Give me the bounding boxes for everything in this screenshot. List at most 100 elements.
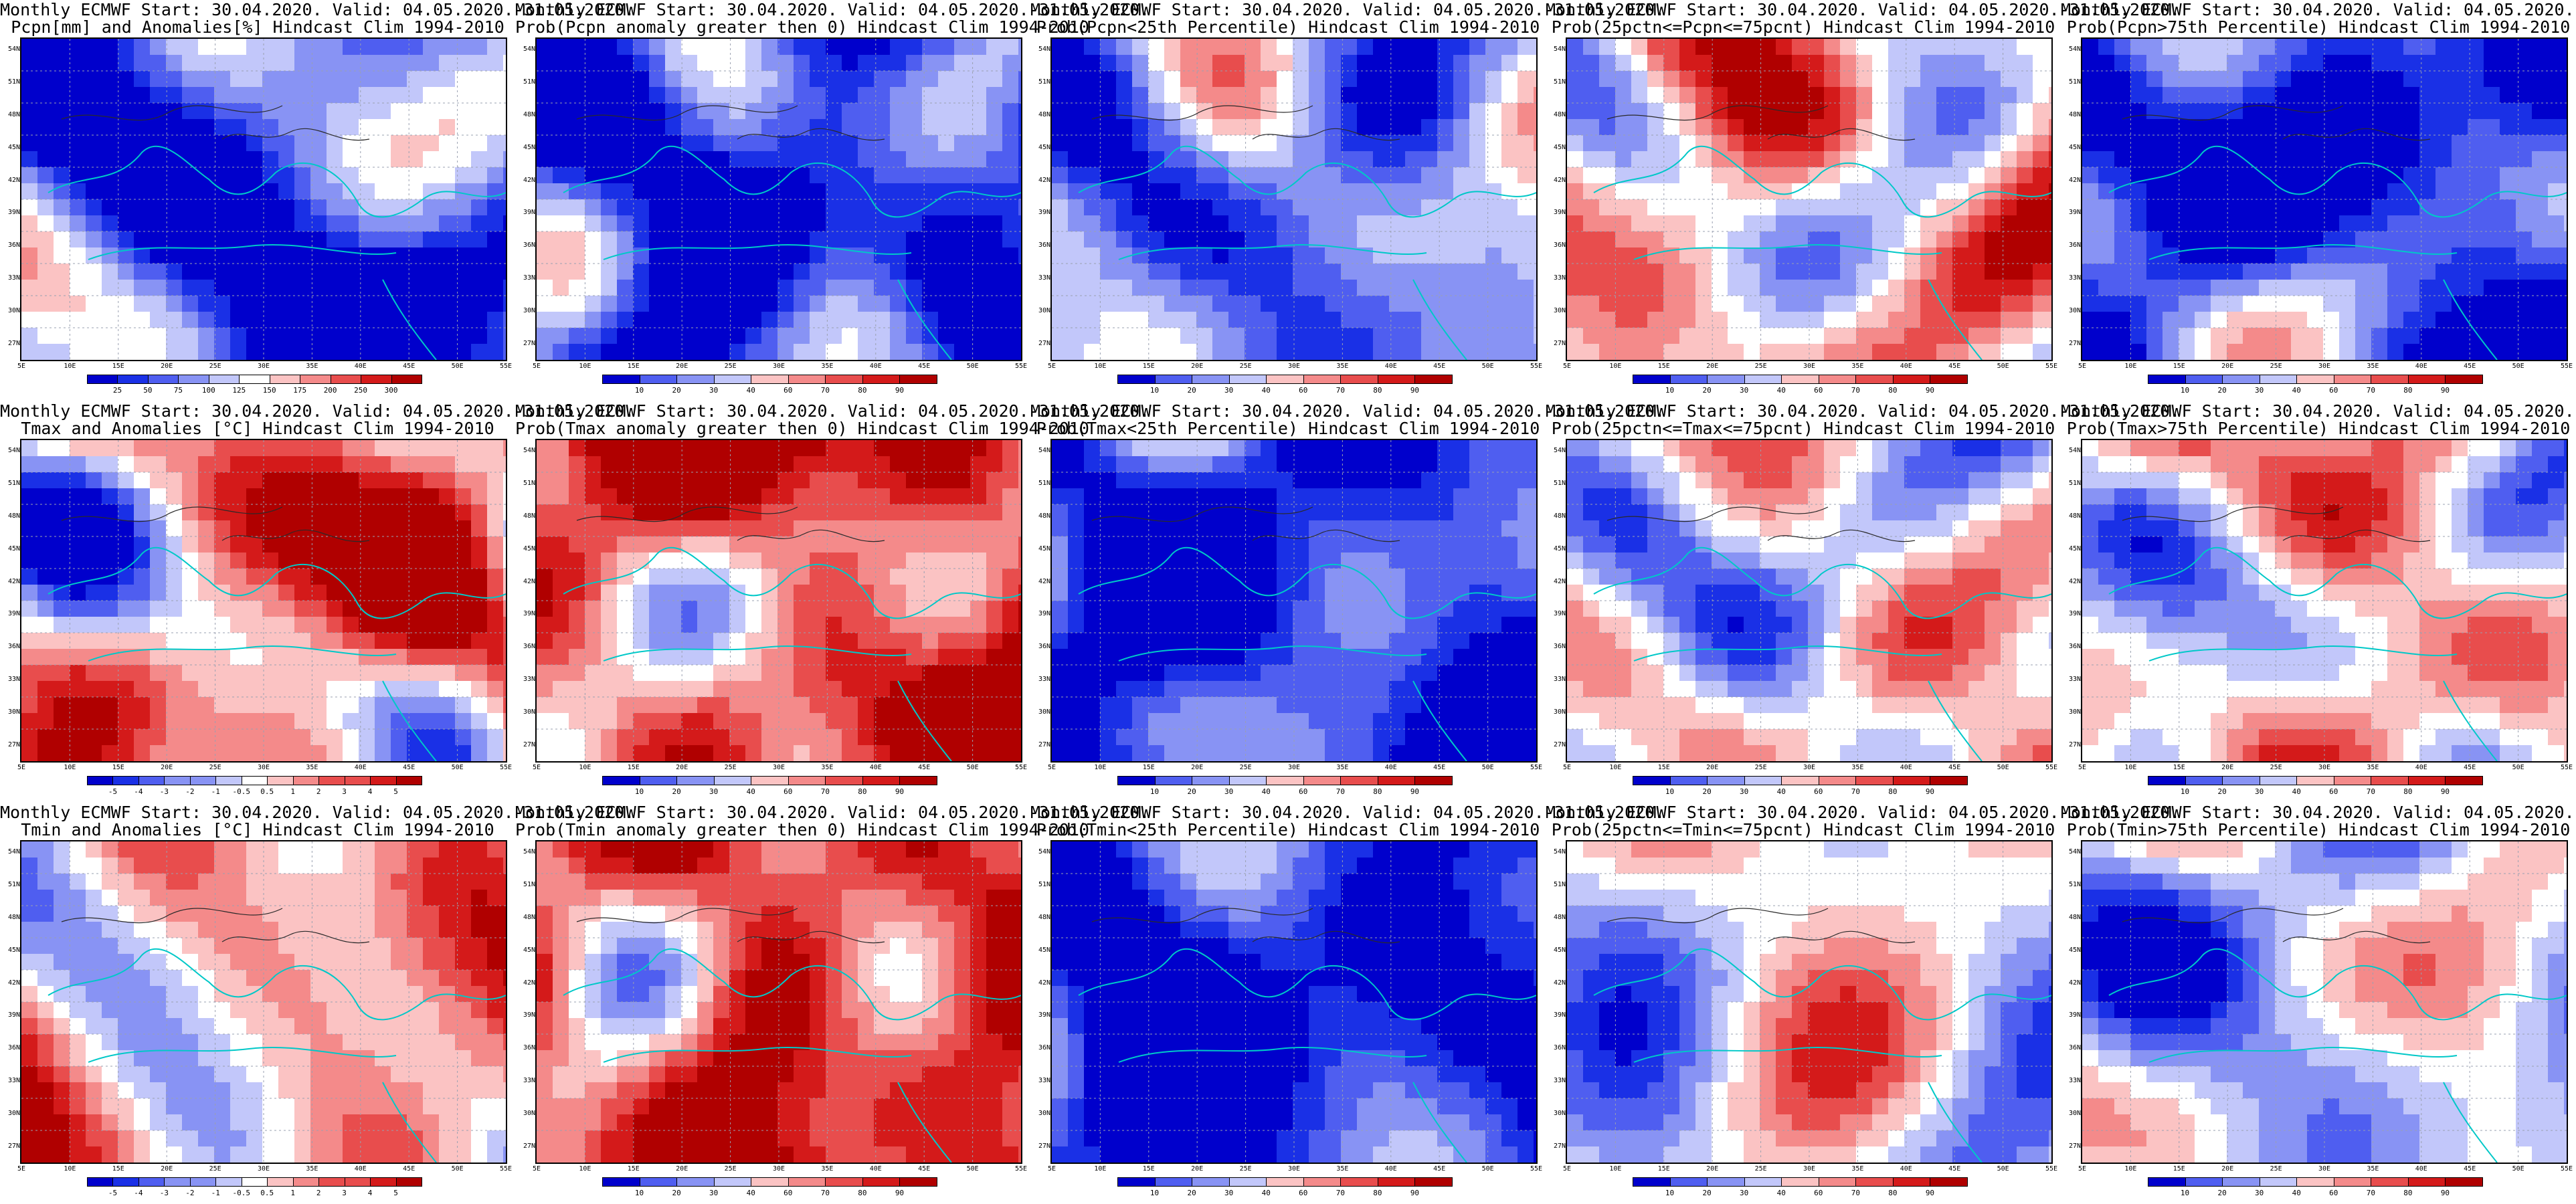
colorbar-swatch	[1855, 1177, 1894, 1187]
lat-tick-label: 51N	[1038, 479, 1050, 487]
colorbar-swatch	[1154, 1177, 1193, 1187]
lat-tick-label: 36N	[1038, 1044, 1050, 1052]
lon-tick-label: 10E	[579, 1165, 591, 1173]
colorbar-tick-label: 20	[2217, 386, 2227, 395]
lon-tick-label: 55E	[2560, 764, 2573, 771]
lat-tick-label: 36N	[1553, 1044, 1566, 1052]
colorbar-tick-label: -5	[108, 787, 118, 796]
colorbar-swatch	[318, 1177, 345, 1187]
colorbar-tick-label: 70	[1851, 787, 1860, 796]
colorbar-tick-label: 40	[1776, 787, 1786, 796]
lat-tick-label: 39N	[2068, 209, 2081, 217]
lon-tick-label: 55E	[2045, 1165, 2058, 1173]
colorbar-tick-label: -1	[211, 787, 220, 796]
lon-tick-label: 25E	[2270, 764, 2282, 771]
lon-tick-label: 15E	[627, 1165, 640, 1173]
colorbar-swatch	[1892, 776, 1931, 785]
lon-tick-label: 30E	[257, 1165, 270, 1173]
lon-tick-label: 20E	[161, 363, 173, 370]
lat-tick-label: 30N	[7, 1110, 20, 1118]
colorbar-tick-label: 40	[746, 787, 755, 796]
map-plot-area	[1566, 37, 2053, 361]
lat-tick-label: 51N	[1038, 78, 1050, 86]
lon-tick-label: 20E	[2221, 363, 2234, 370]
lon-tick-label: 10E	[1609, 764, 1622, 771]
lon-tick-label: 20E	[676, 1165, 688, 1173]
colorbar-tick-label: -3	[159, 1189, 169, 1197]
lat-tick-label: 48N	[7, 512, 20, 520]
colorbar-swatch	[1633, 1177, 1671, 1187]
colorbar-swatch	[2407, 776, 2446, 785]
colorbar-swatch	[1377, 375, 1416, 384]
colorbar-swatch	[1228, 1177, 1267, 1187]
lat-tick-label: 39N	[1553, 209, 1566, 217]
colorbar-swatch	[1744, 1177, 1782, 1187]
colorbar-swatch	[602, 776, 640, 785]
lon-tick-label: 5E	[17, 1165, 26, 1173]
colorbar-swatch	[1266, 1177, 1304, 1187]
panel-title-line1: Monthly ECMWF Start: 30.04.2020. Valid: …	[2061, 0, 2576, 19]
lat-tick-label: 42N	[2068, 176, 2081, 184]
lat-tick-label: 36N	[2068, 241, 2081, 249]
colorbar-tick-label: 30	[2255, 787, 2264, 796]
colorbar-swatch	[1855, 776, 1894, 785]
lon-tick-label: 5E	[2078, 363, 2087, 370]
lon-tick-label: 10E	[579, 764, 591, 771]
lat-tick-label: 48N	[523, 512, 535, 520]
colorbar-tick-label: 40	[2292, 1189, 2301, 1197]
lat-tick-label: 45N	[2068, 143, 2081, 151]
map-panel-tmin-p75: Monthly ECMWF Start: 30.04.2020. Valid: …	[2061, 803, 2576, 1204]
lon-tick-label: 55E	[2045, 764, 2058, 771]
colorbar-swatch	[215, 776, 242, 785]
lon-tick-label: 20E	[1706, 764, 1719, 771]
lon-tick-label: 30E	[2318, 764, 2331, 771]
lon-tick-label: 10E	[2124, 1165, 2137, 1173]
colorbar-tick-label: 10	[634, 1189, 644, 1197]
lon-tick-label: 10E	[64, 764, 76, 771]
colorbar-swatch	[862, 1177, 901, 1187]
colorbar-swatch	[2259, 375, 2298, 384]
lon-tick-label: 55E	[1530, 1165, 1543, 1173]
colorbar-tick-label: 20	[1187, 386, 1196, 395]
lon-tick-label: 50E	[1481, 363, 1494, 370]
colorbar-tick-label: 70	[2366, 386, 2375, 395]
map-field-svg	[2082, 841, 2567, 1163]
colorbar: 10 20 30 40 60 70 80 90	[1633, 776, 1968, 796]
colorbar-swatch	[292, 776, 320, 785]
colorbar-tick-label: 100	[201, 386, 215, 395]
colorbar-tick-label: 5	[393, 1189, 398, 1197]
colorbar-tick-label: 60	[1299, 1189, 1308, 1197]
map-panel-tmin-p25: Monthly ECMWF Start: 30.04.2020. Valid: …	[1030, 803, 1665, 1204]
panel-title-line2: Tmax and Anomalies [°C] Hindcast Clim 19…	[21, 419, 494, 438]
lat-tick-label: 45N	[1038, 544, 1050, 553]
lat-tick-label: 42N	[1553, 577, 1566, 585]
colorbar-tick-label: 80	[1373, 386, 1382, 395]
lon-tick-label: 50E	[966, 363, 979, 370]
lon-tick-label: 25E	[1754, 764, 1767, 771]
lat-tick-label: 48N	[7, 913, 20, 921]
colorbar-tick-label: 5	[393, 787, 398, 796]
colorbar-swatch	[899, 776, 937, 785]
colorbar-swatch	[1781, 776, 1819, 785]
colorbar-tick-label: 60	[784, 386, 793, 395]
colorbar-tick-label: 10	[634, 386, 644, 395]
lat-tick-label: 36N	[2068, 643, 2081, 651]
lat-tick-label: 48N	[523, 110, 535, 118]
lon-tick-label: 25E	[1239, 1165, 1252, 1173]
colorbar-tick-label: 150	[262, 386, 276, 395]
lat-tick-label: 39N	[2068, 610, 2081, 618]
colorbar-swatch	[676, 375, 715, 384]
colorbar-swatch	[292, 1177, 320, 1187]
panel-title-line2: Prob(25pctn<=Tmin<=75pcnt) Hindcast Clim…	[1551, 820, 2055, 839]
lat-tick-label: 54N	[2068, 848, 2081, 856]
colorbar-tick-label: 40	[2292, 787, 2301, 796]
colorbar-tick-label: 40	[1776, 1189, 1786, 1197]
lon-tick-label: 25E	[724, 764, 737, 771]
colorbar-tick-label: 80	[858, 1189, 867, 1197]
lon-tick-label: 5E	[1047, 764, 1056, 771]
colorbar-tick-label: 60	[1814, 386, 1823, 395]
lon-tick-label: 45E	[1433, 1165, 1446, 1173]
lat-tick-label: 39N	[523, 610, 535, 618]
lat-tick-label: 42N	[1553, 979, 1566, 987]
colorbar: 10 20 30 40 60 70 80 90	[2148, 776, 2483, 796]
